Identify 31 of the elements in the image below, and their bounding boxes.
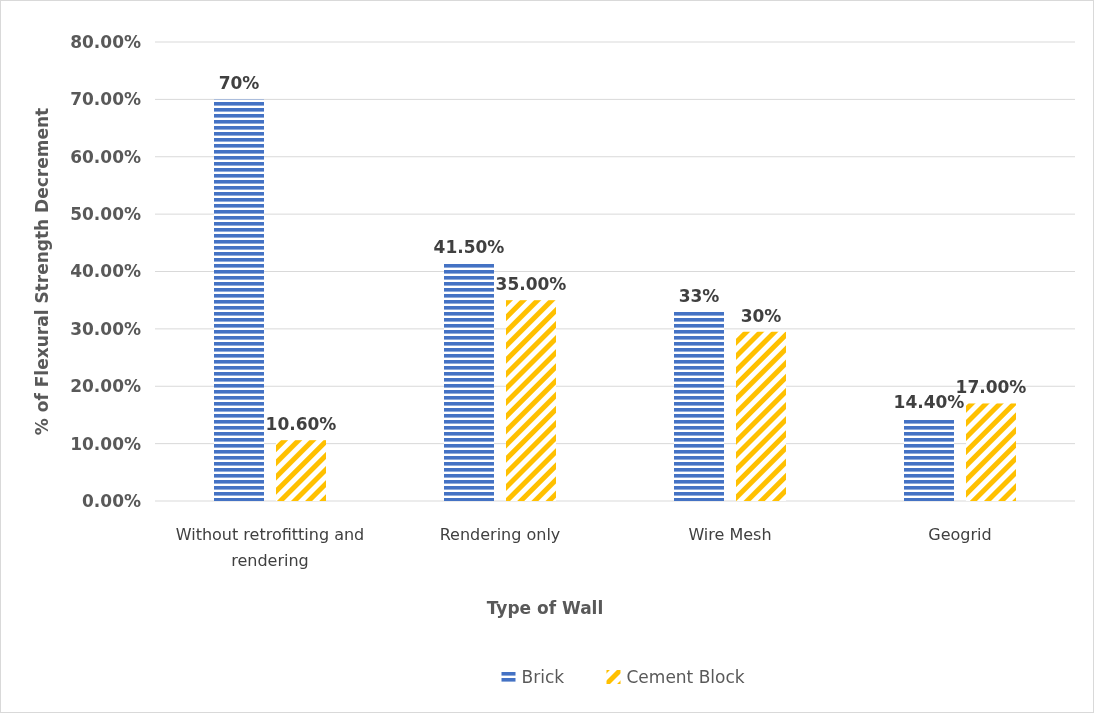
y-tick-label: 60.00% — [70, 146, 141, 167]
data-label: 33% — [678, 285, 720, 306]
data-label: 35.00% — [495, 274, 567, 295]
bar — [904, 418, 954, 501]
bar — [214, 99, 264, 501]
y-tick-label: 20.00% — [70, 376, 141, 397]
y-tick-label: 10.00% — [70, 433, 141, 454]
bar — [506, 300, 556, 501]
y-tick-label: 50.00% — [70, 204, 141, 225]
bar — [674, 311, 724, 501]
legend-label: Cement Block — [626, 666, 745, 687]
data-label: 41.50% — [433, 236, 505, 257]
y-axis-title: % of Flexural Strength Decrement — [32, 107, 52, 436]
data-label: 10.60% — [265, 414, 337, 435]
x-tick-label: Geogrid — [928, 525, 992, 544]
legend-label: Brick — [521, 666, 565, 687]
bar — [966, 403, 1016, 501]
x-axis-title: Type of Wall — [486, 598, 604, 618]
y-tick-label: 40.00% — [70, 261, 141, 282]
data-label: 70% — [218, 73, 260, 94]
data-label: 30% — [740, 305, 782, 326]
y-tick-label: 70.00% — [70, 89, 141, 110]
x-tick-label: Without retrofitting and rendering — [175, 525, 365, 570]
bar — [276, 440, 326, 501]
x-tick-label: Rendering only — [439, 525, 561, 544]
y-tick-label: 0.00% — [82, 490, 141, 511]
x-tick-label: Wire Mesh — [688, 525, 772, 544]
bar — [736, 331, 786, 501]
bar — [444, 262, 494, 501]
y-tick-label: 80.00% — [70, 31, 141, 52]
y-tick-label: 30.00% — [70, 318, 141, 339]
